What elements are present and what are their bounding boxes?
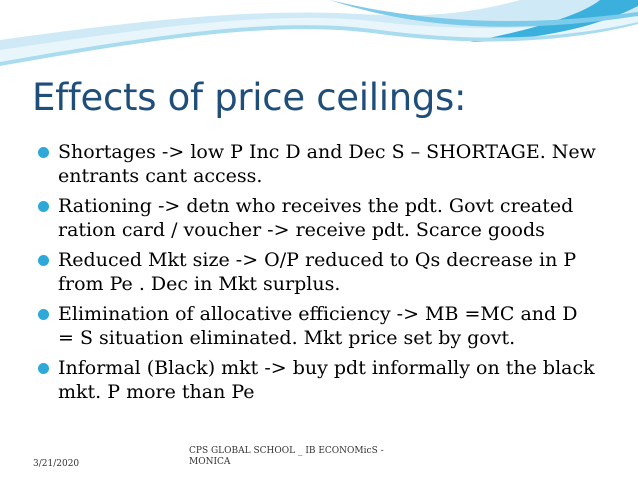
bullet-dot-icon <box>38 309 49 320</box>
bullet-text: Informal (Black) mkt -> buy pdt informal… <box>58 357 595 403</box>
footer-text: CPS GLOBAL SCHOOL _ IB ECONOMicS - MONIC… <box>189 446 384 467</box>
bullet-dot-icon <box>38 363 49 374</box>
bullet-item: Rationing -> detn who receives the pdt. … <box>38 194 598 242</box>
bullet-item: Elimination of allocative efficiency -> … <box>38 302 598 350</box>
bullet-text: Rationing -> detn who receives the pdt. … <box>58 195 574 241</box>
header-wave-decoration <box>0 0 638 66</box>
bullet-item: Informal (Black) mkt -> buy pdt informal… <box>38 356 598 404</box>
bullet-text: Reduced Mkt size -> O/P reduced to Qs de… <box>58 249 577 295</box>
bullet-item: Reduced Mkt size -> O/P reduced to Qs de… <box>38 248 598 296</box>
bullet-dot-icon <box>38 201 49 212</box>
bullet-item: Shortages -> low P Inc D and Dec S – SHO… <box>38 140 598 188</box>
slide-title: Effects of price ceilings: <box>32 76 467 119</box>
bullet-list: Shortages -> low P Inc D and Dec S – SHO… <box>38 140 598 410</box>
bullet-dot-icon <box>38 255 49 266</box>
footer-date: 3/21/2020 <box>33 459 80 469</box>
bullet-text: Elimination of allocative efficiency -> … <box>58 303 578 349</box>
bullet-text: Shortages -> low P Inc D and Dec S – SHO… <box>58 141 596 187</box>
bullet-dot-icon <box>38 147 49 158</box>
